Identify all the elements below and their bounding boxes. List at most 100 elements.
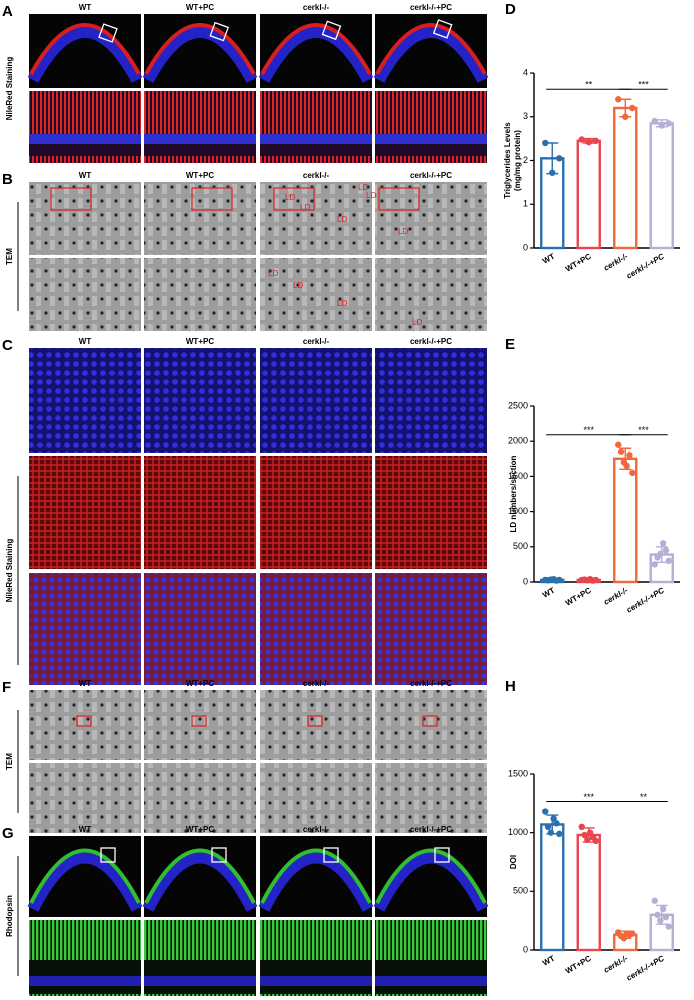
micrograph bbox=[375, 573, 487, 685]
inset-box bbox=[432, 19, 453, 39]
significance-label: *** bbox=[638, 80, 649, 90]
tissue bbox=[29, 848, 141, 904]
data-point bbox=[622, 113, 629, 120]
significance-label: *** bbox=[638, 425, 649, 435]
y-axis-label: Triglycerides Levels bbox=[503, 122, 512, 199]
micrograph bbox=[29, 348, 141, 453]
tissue bbox=[142, 26, 258, 83]
micrograph bbox=[375, 920, 487, 996]
inset-box bbox=[209, 21, 230, 42]
x-tick-label: cerkl-/- bbox=[602, 586, 630, 607]
data-point bbox=[544, 823, 552, 830]
micrograph bbox=[29, 91, 141, 163]
data-point bbox=[547, 829, 555, 836]
micrograph bbox=[29, 690, 141, 760]
data-point bbox=[581, 831, 588, 839]
inset-box bbox=[307, 715, 323, 727]
micrograph bbox=[375, 456, 487, 569]
micrograph bbox=[144, 348, 256, 453]
column-header: cerkl-/- bbox=[303, 337, 330, 346]
ld-label: LD bbox=[412, 318, 422, 327]
data-point bbox=[626, 452, 633, 459]
column-header: WT bbox=[79, 825, 92, 834]
data-point bbox=[556, 576, 563, 584]
y-tick-label: 4 bbox=[523, 67, 528, 77]
micrograph bbox=[29, 456, 141, 569]
micrograph bbox=[29, 920, 141, 996]
data-point bbox=[592, 576, 599, 584]
panel-label: D bbox=[505, 1, 516, 18]
x-tick-label: WT bbox=[541, 586, 556, 600]
micrograph bbox=[260, 690, 372, 760]
data-point bbox=[553, 820, 560, 827]
inset-box bbox=[100, 847, 116, 863]
data-point bbox=[585, 138, 592, 146]
bar bbox=[540, 823, 565, 952]
x-tick-label: WT bbox=[541, 252, 556, 266]
data-point bbox=[659, 905, 667, 913]
y-axis-label: (mg/mg protein) bbox=[513, 130, 522, 191]
ld-label: LD bbox=[358, 183, 368, 192]
data-point bbox=[578, 136, 585, 143]
inset-box bbox=[422, 715, 438, 727]
inset-box bbox=[323, 847, 339, 863]
inset-box bbox=[76, 715, 92, 727]
micrograph bbox=[144, 920, 256, 996]
tissue bbox=[258, 26, 374, 83]
column-header: cerkl-/- bbox=[303, 3, 330, 12]
micrograph bbox=[29, 763, 141, 833]
tissue bbox=[373, 851, 489, 912]
x-tick-label: cerkl-/-+PC bbox=[625, 252, 666, 281]
data-point bbox=[651, 897, 658, 904]
column-header: WT+PC bbox=[186, 3, 214, 12]
column-header: WT bbox=[79, 337, 92, 346]
micrograph bbox=[260, 258, 372, 331]
column-header: cerkl-/-+PC bbox=[410, 3, 452, 12]
micrograph bbox=[144, 456, 256, 569]
micrograph bbox=[260, 91, 372, 163]
micrograph bbox=[29, 573, 141, 685]
y-tick-label: 0 bbox=[523, 944, 528, 954]
data-point bbox=[617, 448, 625, 455]
micrograph bbox=[144, 573, 256, 685]
data-point bbox=[651, 561, 658, 568]
row-label: NileRed Staining bbox=[5, 539, 14, 603]
x-tick-label: WT+PC bbox=[564, 586, 593, 608]
tissue bbox=[142, 851, 258, 912]
row-label: Rhodopsin bbox=[5, 895, 14, 937]
data-point bbox=[654, 911, 661, 918]
panel-label: C bbox=[2, 337, 13, 354]
y-axis-label: LD numbers/section bbox=[509, 455, 518, 532]
micrograph bbox=[375, 348, 487, 453]
data-point bbox=[615, 96, 622, 103]
micrograph bbox=[375, 91, 487, 163]
data-point bbox=[615, 441, 622, 448]
micrograph bbox=[144, 91, 256, 163]
data-point bbox=[657, 917, 664, 924]
column-header: cerkl-/-+PC bbox=[410, 171, 452, 180]
micrograph bbox=[375, 763, 487, 833]
row-label: TEM bbox=[5, 753, 14, 770]
tissue bbox=[260, 848, 372, 904]
column-header: cerkl-/- bbox=[303, 171, 330, 180]
inset-box bbox=[191, 715, 207, 727]
significance-label: ** bbox=[585, 80, 593, 90]
micrograph bbox=[375, 258, 487, 331]
data-point bbox=[629, 930, 636, 937]
panel-label: A bbox=[2, 3, 13, 20]
column-header: cerkl-/-+PC bbox=[410, 679, 452, 688]
significance-label: ** bbox=[640, 792, 648, 802]
tissue bbox=[258, 851, 374, 912]
y-tick-label: 0 bbox=[523, 242, 528, 252]
ld-label: LD bbox=[398, 227, 408, 236]
y-tick-label: 1500 bbox=[508, 768, 528, 778]
data-point bbox=[629, 104, 636, 112]
data-point bbox=[659, 540, 667, 547]
panel-label: H bbox=[505, 678, 516, 695]
inset-box bbox=[191, 187, 233, 211]
x-tick-label: WT bbox=[541, 954, 556, 968]
tissue bbox=[27, 851, 143, 912]
y-tick-label: 500 bbox=[513, 886, 528, 896]
y-tick-label: 2500 bbox=[508, 400, 528, 410]
